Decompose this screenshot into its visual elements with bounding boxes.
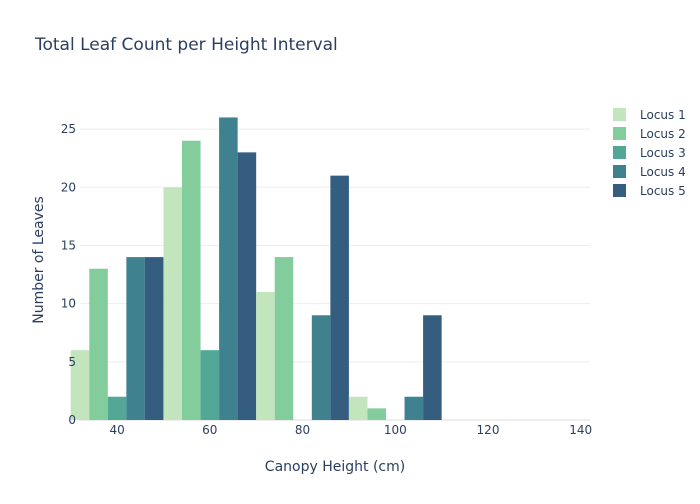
bar[interactable] <box>70 350 90 420</box>
bar[interactable] <box>144 257 164 420</box>
legend-item[interactable]: Locus 1 <box>613 108 686 122</box>
x-tick-label: 140 <box>569 423 592 437</box>
bar[interactable] <box>311 315 331 420</box>
legend-label: Locus 4 <box>640 165 686 179</box>
y-tick-label: 15 <box>61 238 76 252</box>
bar[interactable] <box>182 140 201 420</box>
legend-swatch <box>613 165 626 178</box>
y-axis-ticks: 0 5 10 15 20 25 <box>61 122 76 427</box>
y-tick-label: 0 <box>68 413 76 427</box>
y-tick-label: 5 <box>68 355 76 369</box>
chart-title: Total Leaf Count per Height Interval <box>34 35 338 55</box>
legend-swatch <box>613 127 626 140</box>
x-tick-label: 100 <box>384 423 407 437</box>
legend-label: Locus 1 <box>640 108 686 122</box>
legend-label: Locus 2 <box>640 127 686 141</box>
bar[interactable] <box>126 257 145 420</box>
legend-item[interactable]: Locus 5 <box>613 184 686 198</box>
legend-swatch <box>613 146 626 159</box>
x-tick-label: 60 <box>202 423 217 437</box>
bar[interactable] <box>330 175 349 420</box>
legend-swatch <box>613 108 626 121</box>
bar[interactable] <box>107 396 127 420</box>
x-tick-label: 120 <box>477 423 500 437</box>
bar[interactable] <box>256 292 275 420</box>
bar[interactable] <box>348 396 368 420</box>
legend-swatch <box>613 184 626 197</box>
bar[interactable] <box>219 117 238 421</box>
y-tick-label: 25 <box>61 122 76 136</box>
bar[interactable] <box>404 396 424 420</box>
bars <box>70 117 442 421</box>
y-tick-label: 10 <box>61 297 76 311</box>
legend-item[interactable]: Locus 3 <box>613 146 686 160</box>
x-tick-label: 80 <box>295 423 310 437</box>
legend-item[interactable]: Locus 4 <box>613 165 686 179</box>
y-tick-label: 20 <box>61 180 76 194</box>
x-axis-title: Canopy Height (cm) <box>265 459 405 475</box>
legend-label: Locus 3 <box>640 146 686 160</box>
bar[interactable] <box>237 152 257 420</box>
legend-label: Locus 5 <box>640 184 686 198</box>
bar[interactable] <box>274 257 294 420</box>
x-tick-label: 40 <box>109 423 124 437</box>
bar[interactable] <box>163 187 182 420</box>
y-axis-title: Number of Leaves <box>31 196 47 324</box>
bar[interactable] <box>200 350 220 420</box>
legend-item[interactable]: Locus 2 <box>613 127 686 141</box>
bar[interactable] <box>367 408 386 420</box>
x-axis-ticks: 40 60 80 100 120 140 <box>109 423 592 437</box>
bar[interactable] <box>89 268 108 420</box>
legend: Locus 1 Locus 2 Locus 3 Locus 4 Locus 5 <box>613 108 686 198</box>
bar[interactable] <box>423 315 442 420</box>
